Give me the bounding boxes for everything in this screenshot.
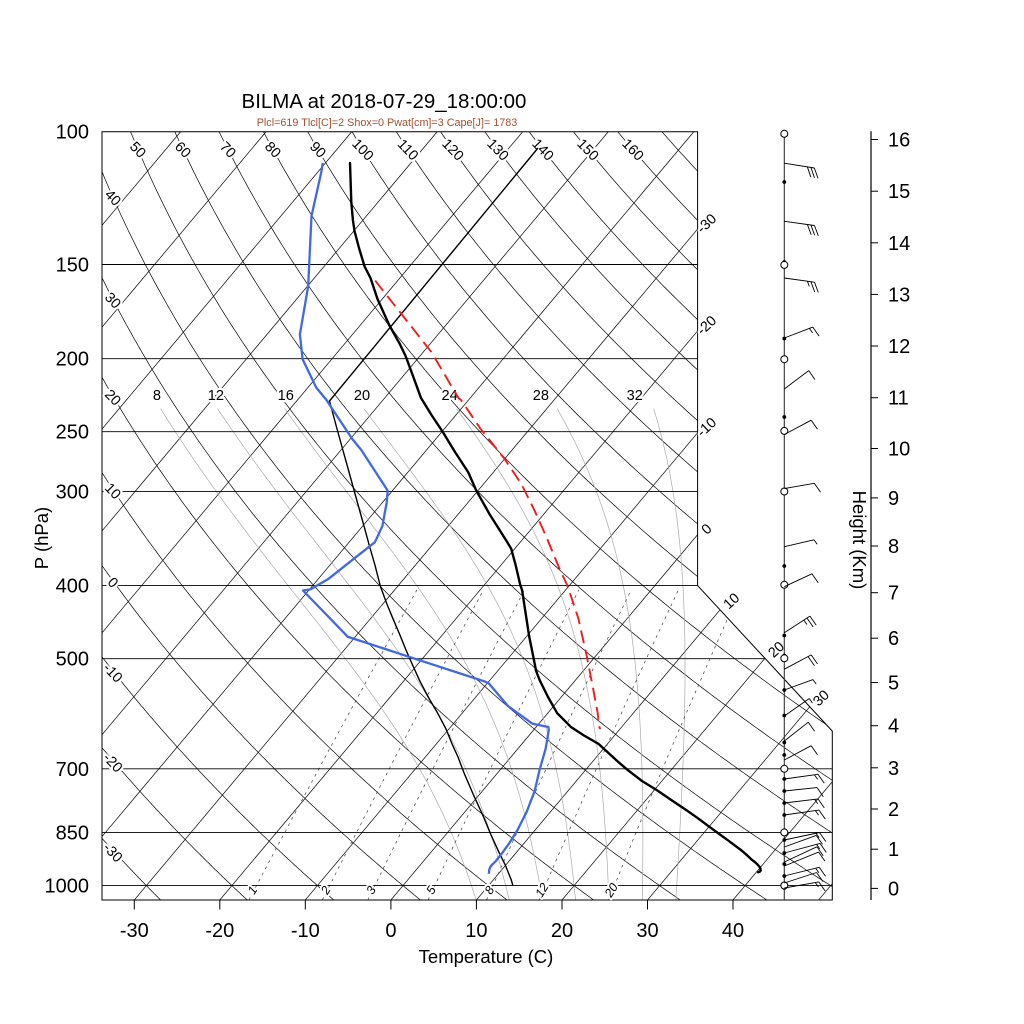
svg-text:7: 7 <box>888 583 899 605</box>
svg-text:P (hPa): P (hPa) <box>31 507 52 569</box>
svg-text:6: 6 <box>888 628 899 650</box>
svg-text:30: 30 <box>636 920 658 942</box>
svg-text:3: 3 <box>888 758 899 780</box>
svg-text:2: 2 <box>888 799 899 821</box>
svg-text:1000: 1000 <box>45 876 90 898</box>
svg-text:700: 700 <box>56 759 89 781</box>
svg-text:15: 15 <box>888 181 910 203</box>
svg-text:Height (Km): Height (Km) <box>849 491 870 590</box>
svg-text:500: 500 <box>56 649 89 671</box>
svg-text:400: 400 <box>56 576 89 598</box>
svg-text:9: 9 <box>888 488 899 510</box>
svg-text:20: 20 <box>354 388 370 404</box>
svg-text:16: 16 <box>888 130 910 152</box>
svg-text:1: 1 <box>888 839 899 861</box>
svg-text:300: 300 <box>56 481 89 503</box>
svg-text:0: 0 <box>385 920 396 942</box>
svg-text:4: 4 <box>888 716 899 738</box>
svg-text:850: 850 <box>56 822 89 844</box>
svg-text:40: 40 <box>722 920 744 942</box>
svg-text:150: 150 <box>56 255 89 277</box>
svg-text:32: 32 <box>627 388 643 404</box>
svg-text:12: 12 <box>208 388 224 404</box>
svg-text:13: 13 <box>888 284 910 306</box>
svg-text:14: 14 <box>888 233 910 255</box>
svg-text:-20: -20 <box>205 920 234 942</box>
svg-text:20: 20 <box>551 920 573 942</box>
svg-text:0: 0 <box>888 878 899 900</box>
svg-text:Temperature (C): Temperature (C) <box>419 946 554 967</box>
svg-text:10: 10 <box>465 920 487 942</box>
svg-text:-10: -10 <box>291 920 320 942</box>
svg-text:5: 5 <box>888 673 899 695</box>
svg-text:8: 8 <box>153 388 161 404</box>
svg-text:11: 11 <box>888 388 909 410</box>
svg-text:24: 24 <box>441 388 457 404</box>
svg-text:28: 28 <box>533 388 549 404</box>
svg-text:10: 10 <box>888 439 910 461</box>
svg-text:200: 200 <box>56 349 89 371</box>
svg-text:250: 250 <box>56 422 89 444</box>
svg-text:12: 12 <box>888 336 910 358</box>
svg-text:100: 100 <box>56 122 89 144</box>
svg-text:BILMA at 2018-07-29_18:00:00: BILMA at 2018-07-29_18:00:00 <box>242 90 527 113</box>
svg-text:8: 8 <box>888 536 899 558</box>
svg-text:-30: -30 <box>120 920 149 942</box>
svg-text:16: 16 <box>278 388 294 404</box>
svg-text:Plcl=619 Tlcl[C]=2 Shox=0 Pwat: Plcl=619 Tlcl[C]=2 Shox=0 Pwat[cm]=3 Cap… <box>257 117 518 129</box>
